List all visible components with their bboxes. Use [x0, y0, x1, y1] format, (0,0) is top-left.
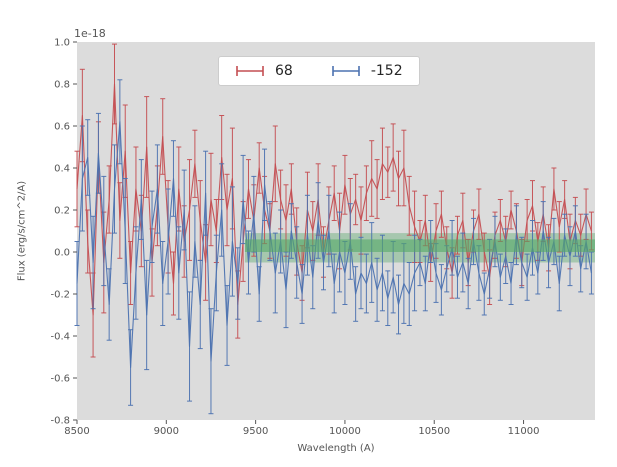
legend-label: 68	[275, 63, 293, 79]
y-tick-label: -0.4	[50, 332, 70, 343]
confidence-band-inner	[244, 239, 595, 252]
y-axis-offset-text: 1e-18	[74, 27, 106, 40]
y-axis-label: Flux (erg/s/cm^2/A)	[16, 180, 28, 282]
axis-ticks	[73, 41, 525, 424]
legend: 68 -152	[218, 56, 420, 86]
x-tick-label: 8500	[64, 426, 89, 437]
y-tick-label: 1.0	[54, 38, 70, 49]
y-tick-label: 0.4	[54, 164, 70, 175]
x-axis-label: Wavelength (A)	[297, 443, 375, 454]
legend-entry-series-1: -152	[331, 63, 403, 79]
x-tick-label: 11000	[508, 426, 540, 437]
errorbar-glyph-icon	[332, 66, 360, 76]
plot-background	[77, 42, 595, 420]
series--152	[74, 79, 594, 415]
y-tick-label: 0.0	[54, 248, 70, 259]
y-tick-label: 0.2	[54, 206, 70, 217]
y-tick-label: -0.6	[50, 374, 70, 385]
x-tick-label: 9000	[154, 426, 179, 437]
x-tick-label: 10000	[329, 426, 361, 437]
y-tick-label: 0.8	[54, 80, 70, 91]
x-tick-label: 9500	[243, 426, 268, 437]
x-tick-label: 10500	[418, 426, 450, 437]
legend-label: -152	[370, 63, 403, 79]
y-tick-label: 0.6	[54, 122, 70, 133]
errorbar-glyph-icon	[236, 66, 264, 76]
legend-entry-series-0: 68	[235, 63, 293, 79]
y-tick-label: -0.2	[50, 290, 70, 301]
axis-tick-labels: 8500 9000 9500 10000 10500 11000 -0.8 -0.6 -0.4 -…	[50, 38, 539, 438]
y-tick-label: -0.8	[50, 416, 70, 427]
